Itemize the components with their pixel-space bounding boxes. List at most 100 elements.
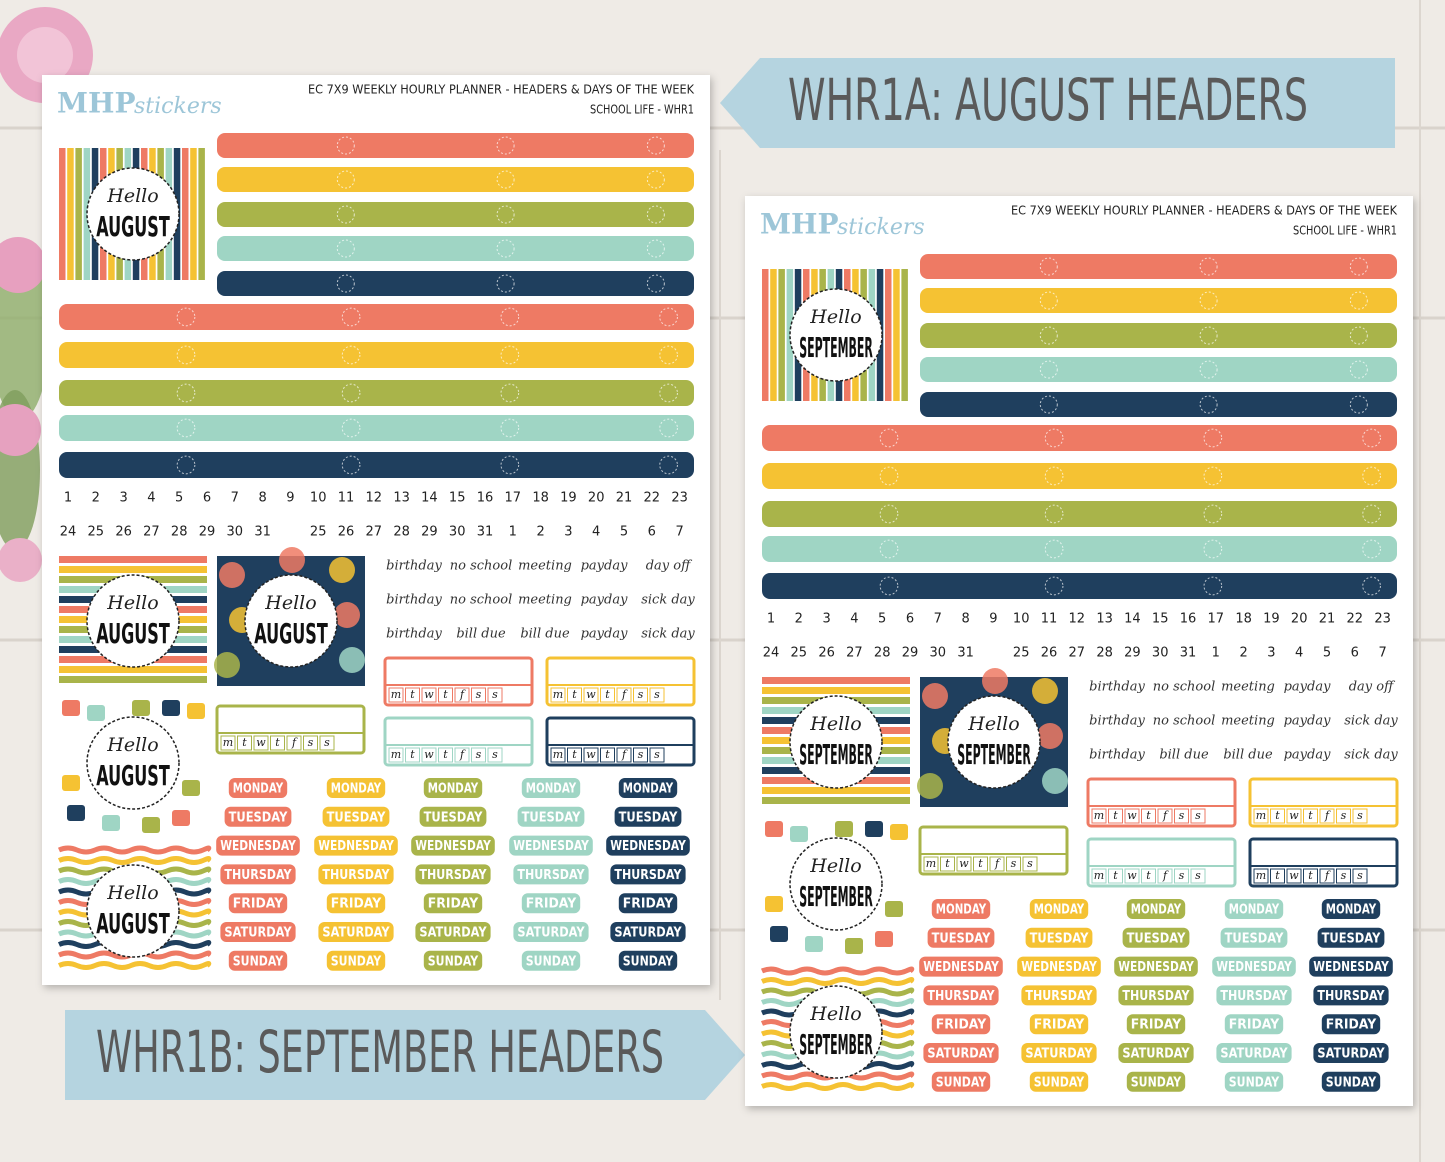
pattern-block bbox=[162, 700, 180, 716]
date-number: 22 bbox=[644, 491, 661, 506]
wave-stripe bbox=[57, 856, 212, 865]
strip-dot bbox=[500, 418, 520, 438]
date-number: 5 bbox=[1323, 646, 1331, 661]
strip-dot bbox=[1349, 395, 1368, 414]
date-number: 1 bbox=[767, 612, 775, 627]
pencil-stripe bbox=[778, 269, 785, 401]
strip-dot bbox=[1362, 539, 1381, 559]
week-letter: t bbox=[242, 736, 247, 749]
header-strip bbox=[762, 573, 1397, 599]
date-number: 5 bbox=[175, 491, 183, 506]
date-number: 29 bbox=[902, 646, 919, 661]
date-number: 6 bbox=[906, 612, 914, 627]
week-letter: w bbox=[1289, 809, 1299, 822]
week-letter: s bbox=[638, 748, 644, 761]
pattern-block bbox=[187, 703, 205, 719]
week-letter: t bbox=[572, 748, 577, 761]
stripe bbox=[59, 666, 207, 673]
day-label: THURSDAY bbox=[419, 868, 487, 883]
day-label: WEDNESDAY bbox=[610, 839, 686, 854]
word-sticker: day off bbox=[646, 559, 693, 574]
wave-stripe bbox=[760, 977, 915, 986]
day-label-bg bbox=[326, 950, 386, 971]
pencil-stripe bbox=[901, 269, 908, 401]
month-square: Hello AUGUST bbox=[59, 697, 207, 833]
logo-brand: MHP bbox=[760, 208, 839, 241]
strip-dot bbox=[1044, 576, 1064, 596]
week-letter: s bbox=[1195, 869, 1201, 882]
week-cell bbox=[1270, 808, 1285, 824]
day-label: SATURDAY bbox=[927, 1047, 995, 1062]
week-letter: t bbox=[410, 748, 415, 761]
week-letter: m bbox=[223, 736, 233, 749]
month-square: Hello AUGUST bbox=[57, 845, 212, 970]
day-label-bg bbox=[423, 950, 483, 971]
strip-dot bbox=[1349, 360, 1368, 379]
strip-dot bbox=[1199, 360, 1218, 379]
day-label-bg bbox=[1224, 1014, 1284, 1035]
strip-dot bbox=[176, 307, 196, 327]
date-number: 30 bbox=[449, 525, 466, 540]
date-number: 11 bbox=[1041, 612, 1058, 627]
date-number: 16 bbox=[1180, 612, 1197, 627]
strip-dot bbox=[176, 383, 196, 403]
date-number: 7 bbox=[675, 525, 683, 540]
date-number: 26 bbox=[115, 525, 132, 540]
word-sticker: bill due bbox=[1223, 748, 1273, 763]
strip-dot bbox=[336, 170, 355, 189]
strip-dot bbox=[1362, 576, 1381, 596]
day-label-bg bbox=[509, 835, 593, 856]
date-number: 18 bbox=[532, 491, 549, 506]
date-number: 30 bbox=[1152, 646, 1169, 661]
banner-top bbox=[720, 58, 1395, 148]
word-sticker: bill due bbox=[520, 627, 570, 642]
pencil-stripe bbox=[182, 148, 189, 280]
day-label-bg bbox=[1126, 1071, 1186, 1092]
week-cell bbox=[940, 856, 955, 872]
day-label-bg bbox=[411, 835, 495, 856]
date-number: 24 bbox=[763, 646, 780, 661]
week-letter: w bbox=[586, 688, 596, 701]
strip-dot bbox=[1362, 466, 1381, 486]
badge-month: SEPTEMBER bbox=[799, 1028, 873, 1061]
week-cell bbox=[1022, 856, 1038, 872]
word-sticker: no school bbox=[450, 593, 512, 608]
week-cell bbox=[649, 687, 665, 703]
date-number: 3 bbox=[1267, 646, 1275, 661]
sheet-subtitle: SCHOOL LIFE - WHR1 bbox=[590, 103, 694, 117]
badge-hello: Hello bbox=[106, 185, 158, 207]
week-cell bbox=[550, 687, 566, 703]
week-letter: f bbox=[621, 748, 628, 761]
day-label-bg bbox=[326, 778, 386, 798]
pattern-block bbox=[845, 938, 863, 954]
day-label: FRIDAY bbox=[331, 897, 382, 912]
pattern-block bbox=[805, 936, 823, 952]
day-label: FRIDAY bbox=[233, 897, 284, 912]
word-sticker: birthday bbox=[386, 593, 442, 608]
day-label-bg bbox=[1122, 927, 1190, 948]
pencil-stripe bbox=[198, 148, 205, 280]
day-label-bg bbox=[1224, 1071, 1284, 1092]
header-strip bbox=[59, 380, 694, 406]
strip-dot bbox=[496, 239, 515, 258]
day-label: FRIDAY bbox=[623, 897, 674, 912]
word-sticker: meeting bbox=[1221, 714, 1275, 729]
day-label-bg bbox=[220, 922, 296, 942]
date-number: 10 bbox=[310, 491, 327, 506]
week-cell bbox=[600, 747, 615, 763]
date-number: 30 bbox=[930, 646, 947, 661]
strip-dot bbox=[341, 418, 361, 438]
date-number: 1 bbox=[1212, 646, 1220, 661]
pattern-block bbox=[790, 826, 808, 842]
date-number: 11 bbox=[338, 491, 355, 506]
day-label: WEDNESDAY bbox=[318, 839, 394, 854]
day-label: SATURDAY bbox=[1025, 1047, 1093, 1062]
week-cell bbox=[303, 735, 318, 751]
date-number: 26 bbox=[1041, 646, 1058, 661]
week-cell bbox=[567, 747, 582, 763]
day-label-bg bbox=[1025, 927, 1093, 948]
date-number: 31 bbox=[957, 646, 974, 661]
day-label-bg bbox=[220, 864, 296, 885]
stripe bbox=[59, 676, 207, 683]
